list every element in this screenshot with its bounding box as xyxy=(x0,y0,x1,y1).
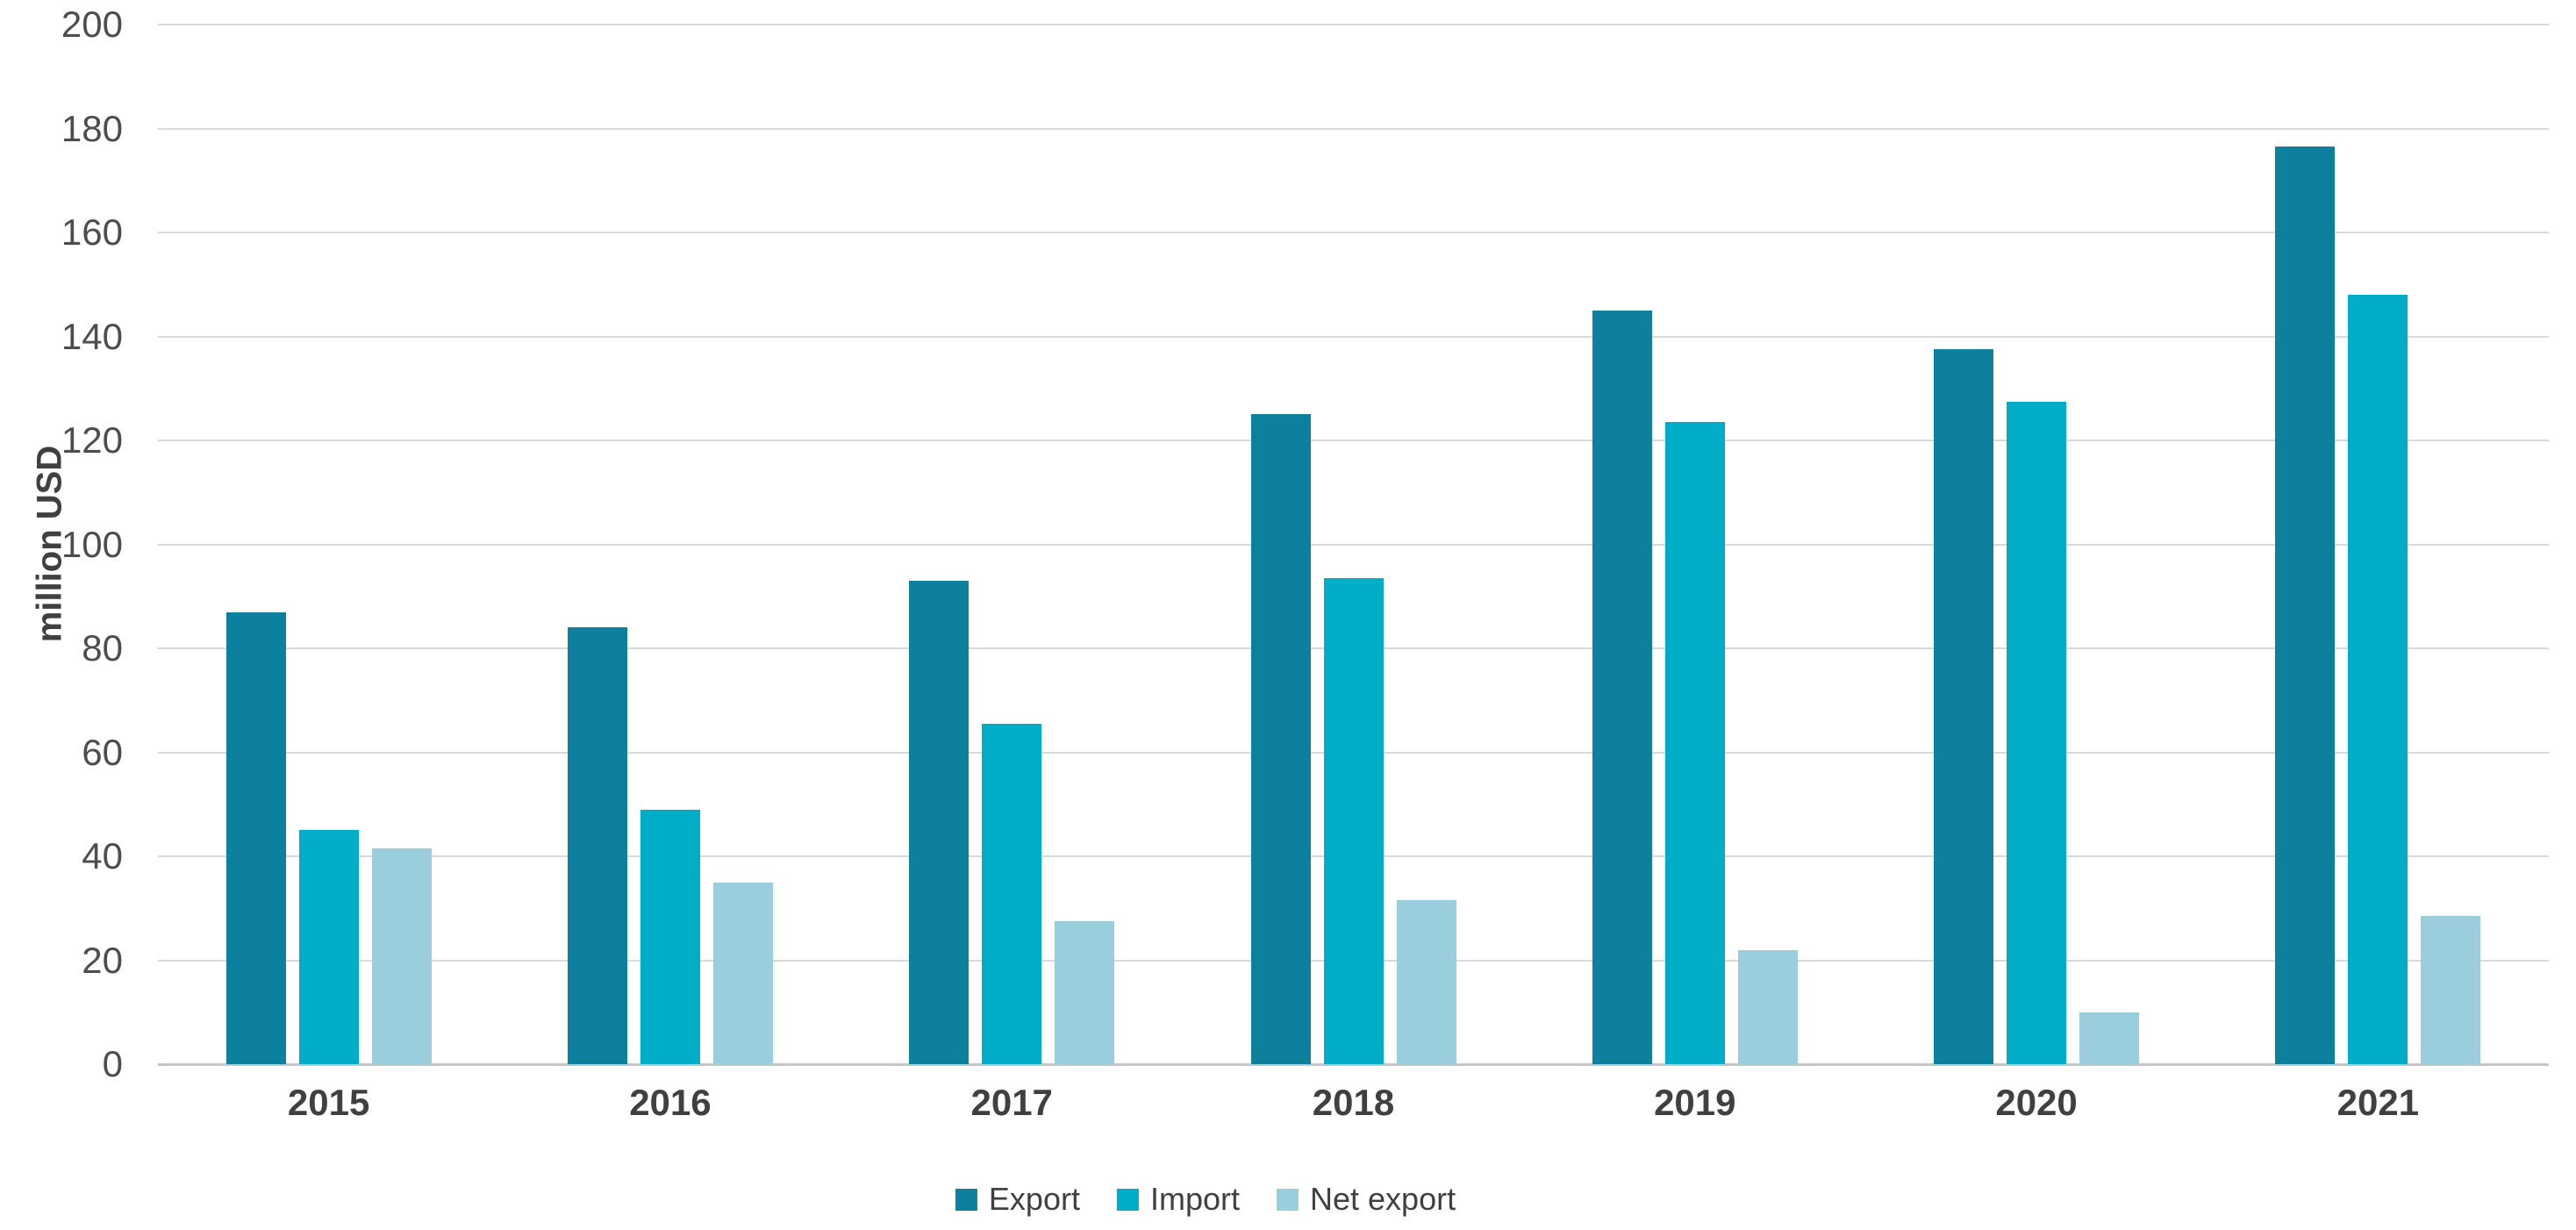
gridline xyxy=(158,440,2549,441)
y-tick-label: 140 xyxy=(61,315,123,357)
x-tick-label-2021: 2021 xyxy=(2336,1082,2420,1123)
x-tick-label-2015: 2015 xyxy=(287,1082,370,1123)
gridline xyxy=(158,543,2549,546)
gridline xyxy=(158,232,2549,233)
x-tick-label-2016: 2016 xyxy=(629,1082,712,1123)
bar-net-export-2017 xyxy=(1055,921,1115,1064)
y-tick-label: 40 xyxy=(82,835,123,876)
legend-swatch-icon xyxy=(955,1188,977,1211)
legend-item-import: Import xyxy=(1116,1181,1240,1218)
legend-label: Import xyxy=(1149,1181,1240,1217)
gridline xyxy=(158,127,2549,130)
legend: Export Import Net export xyxy=(955,1181,1456,1218)
y-tick-label: 80 xyxy=(82,627,123,669)
bar-import-2021 xyxy=(2348,295,2408,1064)
bar-export-2019 xyxy=(1592,310,1652,1064)
bar-import-2016 xyxy=(640,809,700,1064)
y-tick-label: 60 xyxy=(82,731,123,773)
bar-import-2017 xyxy=(982,723,1042,1064)
bar-import-2018 xyxy=(1323,578,1384,1064)
y-tick-label: 0 xyxy=(102,1043,123,1084)
gridline xyxy=(158,335,2549,338)
x-tick-label-2020: 2020 xyxy=(1995,1082,2078,1123)
bar-net-export-2015 xyxy=(371,848,432,1064)
bar-export-2017 xyxy=(909,580,970,1064)
x-tick-label-2019: 2019 xyxy=(1654,1082,1736,1123)
y-tick-label: 100 xyxy=(61,523,123,565)
bar-net-export-2016 xyxy=(712,882,773,1064)
bar-import-2015 xyxy=(298,830,359,1064)
bar-net-export-2021 xyxy=(2421,916,2481,1064)
gridline xyxy=(158,24,2549,25)
legend-item-net-export: Net export xyxy=(1277,1181,1456,1218)
x-tick-label-2018: 2018 xyxy=(1312,1082,1395,1123)
legend-label: Export xyxy=(988,1181,1080,1217)
bar-export-2015 xyxy=(225,611,286,1064)
y-tick-label: 180 xyxy=(61,107,123,149)
bar-export-2021 xyxy=(2275,147,2336,1064)
legend-label: Net export xyxy=(1310,1181,1456,1217)
bar-net-export-2018 xyxy=(1396,900,1456,1064)
x-axis-line xyxy=(158,1063,2549,1066)
legend-swatch-icon xyxy=(1277,1188,1299,1211)
bar-net-export-2020 xyxy=(2079,1012,2140,1064)
bar-export-2016 xyxy=(567,627,627,1064)
y-tick-label: 160 xyxy=(61,211,123,253)
bar-import-2019 xyxy=(1664,422,1725,1064)
bar-export-2018 xyxy=(1250,414,1311,1064)
bar-import-2020 xyxy=(2007,401,2067,1064)
legend-item-export: Export xyxy=(955,1181,1080,1218)
y-tick-label: 120 xyxy=(61,419,123,461)
bar-net-export-2019 xyxy=(1737,949,1798,1064)
y-tick-label: 20 xyxy=(82,939,123,981)
bar-export-2020 xyxy=(1934,349,1994,1064)
x-tick-label-2017: 2017 xyxy=(970,1082,1053,1123)
y-tick-label: 200 xyxy=(61,4,123,45)
legend-swatch-icon xyxy=(1116,1188,1139,1211)
